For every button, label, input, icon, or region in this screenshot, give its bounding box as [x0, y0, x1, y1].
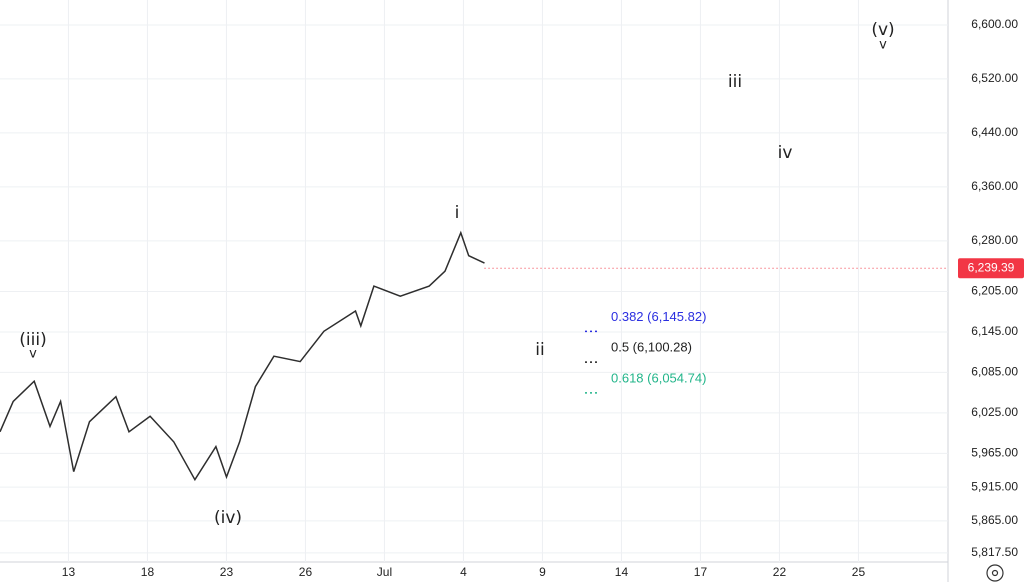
- settings-icon-center[interactable]: [991, 569, 999, 577]
- y-tick-label: 6,360.00: [971, 179, 1018, 193]
- y-tick-label: 6,145.00: [971, 324, 1018, 338]
- x-tick-label: 18: [141, 565, 155, 579]
- x-tick-label: 25: [852, 565, 866, 579]
- x-tick-label: 22: [773, 565, 787, 579]
- fib-label: 0.618 (6,054.74): [611, 370, 706, 385]
- grid: [0, 0, 948, 562]
- wave-label: v: [879, 38, 887, 53]
- wave-label: (v): [871, 20, 894, 40]
- wave-label: v: [29, 347, 37, 362]
- x-tick-label: 13: [62, 565, 76, 579]
- y-tick-label: 5,965.00: [971, 446, 1018, 460]
- x-tick-label: 17: [694, 565, 708, 579]
- fib-label: 0.382 (6,145.82): [611, 309, 706, 324]
- y-tick-label: 6,440.00: [971, 125, 1018, 139]
- wave-label: (iii): [19, 330, 46, 350]
- price-line: [0, 230, 485, 482]
- y-tick-label: 6,085.00: [971, 365, 1018, 379]
- wave-label: iv: [778, 143, 793, 163]
- x-tick-label: 26: [299, 565, 313, 579]
- settings-icon[interactable]: [986, 564, 1004, 582]
- x-tick-label: 4: [460, 565, 467, 579]
- last-price-box: [958, 258, 1024, 279]
- x-tick-label: 9: [539, 565, 546, 579]
- fib-label: 0.5 (6,100.28): [611, 340, 692, 355]
- x-tick-label: 23: [220, 565, 234, 579]
- last-price-label: 6,239.39: [968, 260, 1015, 274]
- wave-label: iii: [728, 72, 742, 92]
- y-tick-label: 5,865.00: [971, 513, 1018, 527]
- y-tick-label: 5,915.00: [971, 479, 1018, 493]
- x-tick-label: Jul: [377, 565, 392, 579]
- y-tick-label: 6,280.00: [971, 233, 1018, 247]
- wave-label: (iv): [214, 508, 242, 528]
- y-tick-label: 6,520.00: [971, 71, 1018, 85]
- wave-label: ii: [535, 340, 544, 360]
- settings-button[interactable]: [986, 564, 1004, 582]
- y-tick-label: 6,205.00: [971, 284, 1018, 298]
- y-tick-label: 5,817.50: [971, 545, 1018, 559]
- wave-label: i: [455, 203, 460, 223]
- x-tick-label: 14: [615, 565, 629, 579]
- y-tick-label: 6,600.00: [971, 17, 1018, 31]
- y-tick-label: 6,025.00: [971, 405, 1018, 419]
